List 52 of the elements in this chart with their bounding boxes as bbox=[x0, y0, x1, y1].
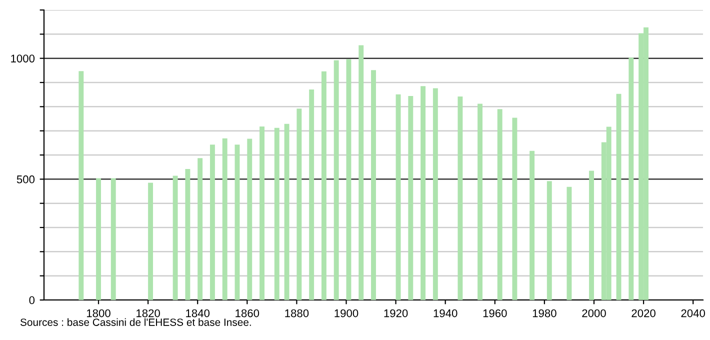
bar bbox=[260, 126, 264, 300]
y-tick-label: 1000 bbox=[11, 54, 35, 62]
x-tick-label: 1920 bbox=[384, 309, 408, 318]
bar bbox=[321, 71, 326, 300]
bar bbox=[458, 96, 463, 300]
bar bbox=[172, 176, 178, 300]
bar bbox=[589, 170, 594, 300]
bar bbox=[628, 58, 634, 300]
bar bbox=[148, 182, 154, 300]
bar bbox=[432, 88, 438, 300]
bar bbox=[309, 90, 314, 300]
bar bbox=[234, 144, 240, 300]
x-tick-label: 1980 bbox=[532, 309, 556, 318]
x-tick-label: 1840 bbox=[186, 309, 210, 318]
y-tick-label: 0 bbox=[29, 296, 35, 304]
y-tick-label: 500 bbox=[16, 175, 35, 184]
bar bbox=[408, 96, 414, 300]
bar bbox=[296, 108, 302, 300]
bar bbox=[247, 138, 252, 300]
bar bbox=[530, 150, 535, 300]
bar bbox=[346, 59, 352, 300]
x-tick-label: 1940 bbox=[434, 309, 458, 318]
x-tick-label: 2000 bbox=[582, 309, 606, 318]
bar bbox=[78, 71, 84, 300]
x-tick-label: 1960 bbox=[483, 309, 507, 318]
x-tick-label: 2040 bbox=[681, 309, 706, 318]
x-tick-label: 1880 bbox=[285, 309, 309, 318]
bar bbox=[478, 104, 483, 300]
x-tick-label: 1820 bbox=[136, 309, 160, 318]
bar bbox=[334, 60, 339, 300]
bar bbox=[274, 128, 280, 300]
x-tick-label: 1800 bbox=[86, 309, 110, 318]
bar bbox=[96, 178, 101, 300]
bar bbox=[512, 118, 518, 300]
x-tick-label: 1860 bbox=[236, 309, 260, 318]
bar bbox=[358, 45, 364, 300]
bar bbox=[222, 138, 228, 300]
x-tick-label: 2020 bbox=[632, 309, 656, 318]
bar bbox=[566, 186, 572, 300]
bar bbox=[284, 124, 290, 300]
bar bbox=[110, 178, 116, 300]
bar bbox=[210, 144, 215, 300]
source-note: Sources : base Cassini de l'EHESS et base Insee. bbox=[20, 318, 251, 326]
bar bbox=[497, 109, 502, 300]
bar bbox=[616, 94, 622, 300]
bar bbox=[371, 70, 376, 300]
x-tick-label: 1900 bbox=[334, 309, 358, 318]
bar bbox=[546, 181, 552, 300]
bar bbox=[420, 86, 426, 300]
bar bbox=[185, 169, 190, 300]
bar bbox=[396, 94, 401, 300]
bar bbox=[198, 158, 203, 300]
